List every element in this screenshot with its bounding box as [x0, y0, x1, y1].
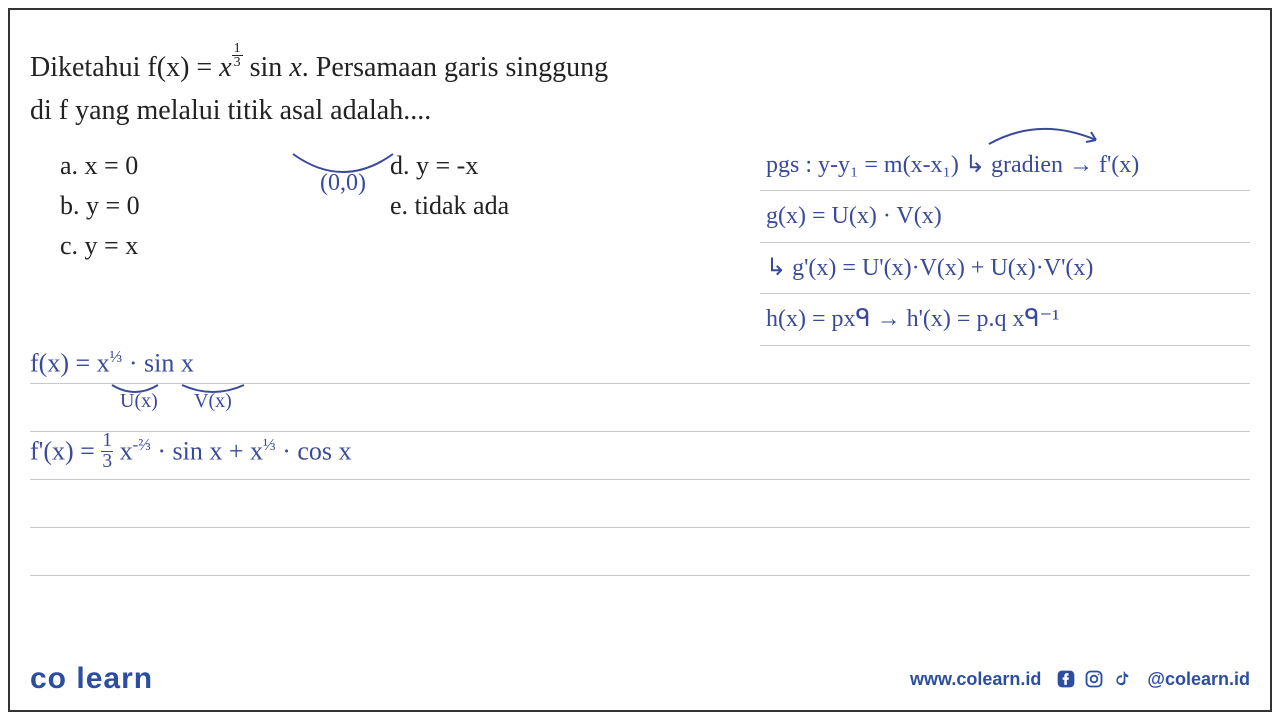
u-label: U(x)	[120, 390, 158, 413]
option-c: c. y = x	[60, 231, 280, 261]
work-line-4	[30, 480, 1250, 528]
w2-exp2: -⅔	[133, 435, 151, 454]
option-d: d. y = -x	[390, 151, 610, 181]
facebook-icon	[1055, 668, 1077, 690]
option-b: b. y = 0	[60, 191, 280, 221]
w2d: · cos x	[276, 437, 352, 466]
w1b: · sin x	[122, 349, 194, 378]
work-area: f(x) = x⅓ · sin x U(x) V(x) f'(x) = 13 x…	[30, 336, 1250, 624]
q-exponent-frac: 13	[232, 42, 243, 70]
arc-icon	[984, 122, 1104, 148]
instagram-icon	[1083, 668, 1105, 690]
q-line1-pre: Diketahui f(x) =	[30, 52, 219, 83]
work2-text: f'(x) = 13 x-⅔ · sin x + x⅓ · cos x	[30, 431, 352, 471]
tiktok-icon	[1111, 668, 1133, 690]
footer-handle: @colearn.id	[1147, 669, 1250, 690]
w2c: · sin x + x	[151, 437, 263, 466]
exp-num: 1	[232, 42, 243, 56]
note-line-2: g(x) = U(x) · V(x)	[760, 191, 1250, 242]
frac-1-3: 13	[101, 431, 113, 471]
q-line1-post: . Persamaan garis singgung	[302, 52, 608, 83]
q-sin: sin	[243, 52, 290, 83]
w1a: f(x) = x	[30, 349, 110, 378]
notes-panel: pgs : y-y₁ = m(x-x₁) ↳ gradien → f'(x) g…	[760, 140, 1250, 346]
question-text: Diketahui f(x) = x13 sin x. Persamaan ga…	[30, 42, 790, 133]
logo-learn: learn	[76, 662, 153, 695]
work-line-6	[30, 576, 1250, 624]
origin-annotation: (0,0)	[288, 152, 398, 197]
footer-url: www.colearn.id	[910, 669, 1041, 690]
work-line-3: f'(x) = 13 x-⅔ · sin x + x⅓ · cos x	[30, 432, 1250, 480]
work-line-5	[30, 528, 1250, 576]
logo-co: co	[30, 662, 67, 695]
note-line-3: ↳ g'(x) = U'(x)·V(x) + U(x)·V'(x)	[760, 243, 1250, 294]
fn: 1	[101, 431, 113, 452]
exp-den: 3	[232, 56, 243, 69]
work-line-2: U(x) V(x)	[30, 384, 1250, 432]
option-e: e. tidak ada	[390, 191, 610, 221]
content-area: Diketahui f(x) = x13 sin x. Persamaan ga…	[10, 10, 1270, 710]
work-line-1: f(x) = x⅓ · sin x	[30, 336, 1250, 384]
q-line2: di f yang melalui titik asal adalah....	[30, 95, 431, 126]
origin-label: (0,0)	[288, 170, 398, 197]
w2-exp3: ⅓	[263, 435, 276, 454]
social-icons	[1055, 668, 1133, 690]
footer: co learn www.colearn.id @colearn.id	[30, 662, 1250, 696]
v-label: V(x)	[194, 390, 232, 413]
q-var-x: x	[219, 52, 231, 83]
q-var-x2: x	[289, 52, 301, 83]
logo-dot	[67, 662, 76, 695]
brand-logo: co learn	[30, 662, 153, 696]
work1-text: f(x) = x⅓ · sin x	[30, 347, 194, 379]
w2a: f'(x) =	[30, 437, 101, 466]
footer-right: www.colearn.id @colearn.id	[910, 668, 1250, 690]
page-frame: Diketahui f(x) = x13 sin x. Persamaan ga…	[8, 8, 1272, 712]
fd: 3	[101, 452, 113, 472]
option-a: a. x = 0	[60, 151, 280, 181]
w1-exp: ⅓	[110, 347, 123, 366]
w2b: x	[113, 437, 133, 466]
